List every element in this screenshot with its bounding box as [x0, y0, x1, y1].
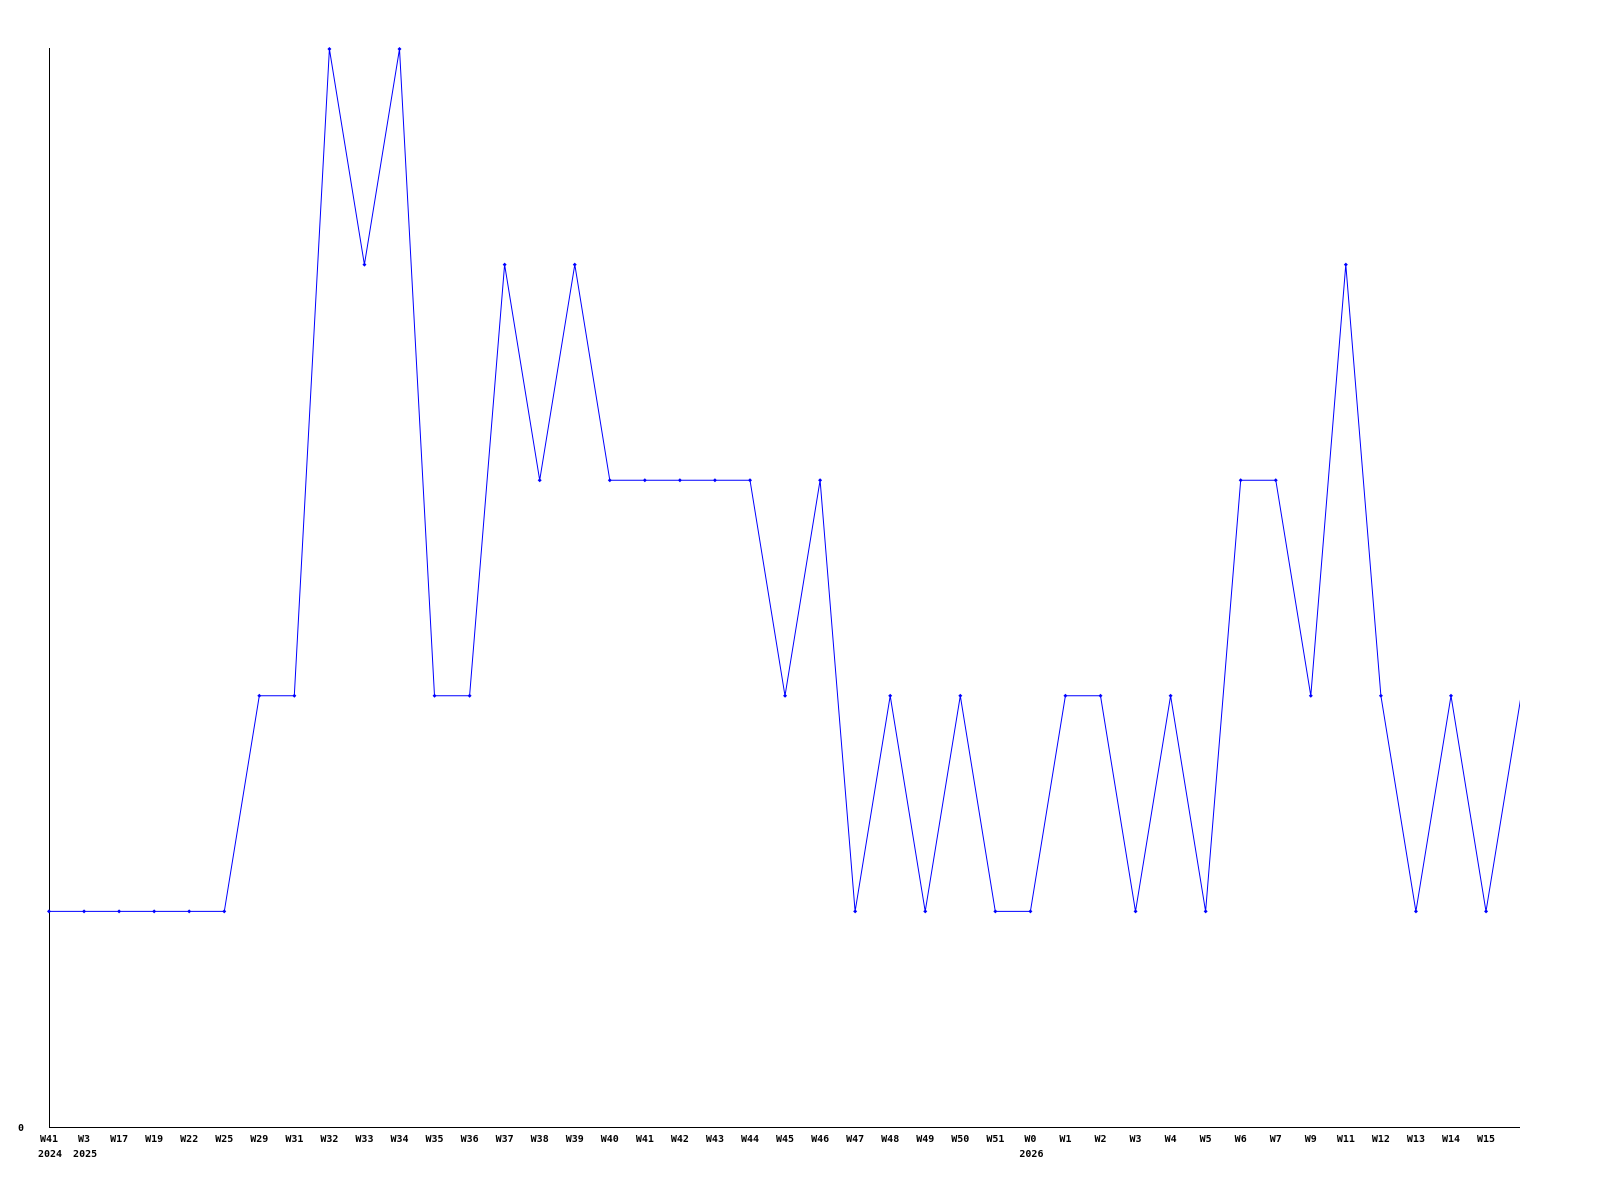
- x-tick-label: W11: [1337, 1134, 1355, 1145]
- data-point: [1203, 909, 1208, 914]
- x-tick-label: W3: [78, 1134, 90, 1145]
- data-point: [432, 693, 437, 698]
- data-point: [958, 693, 963, 698]
- data-point: [1133, 909, 1138, 914]
- data-point: [1413, 909, 1418, 914]
- x-tick-label: W47: [846, 1134, 864, 1145]
- x-year-label: 2024: [38, 1149, 62, 1160]
- data-point: [572, 262, 577, 267]
- data-point: [362, 262, 367, 267]
- data-point: [712, 478, 717, 483]
- data-point: [1098, 693, 1103, 698]
- x-tick-label: W45: [776, 1134, 794, 1145]
- data-point: [1378, 693, 1383, 698]
- x-tick-label: W43: [706, 1134, 724, 1145]
- data-point: [923, 909, 928, 914]
- x-tick-label: W13: [1407, 1134, 1425, 1145]
- data-point: [1273, 478, 1278, 483]
- x-tick-label: W7: [1270, 1134, 1282, 1145]
- data-point: [642, 478, 647, 483]
- data-point: [537, 478, 542, 483]
- data-point: [677, 478, 682, 483]
- x-tick-label: W48: [881, 1134, 899, 1145]
- x-tick-label: W35: [426, 1134, 444, 1145]
- x-tick-label: W32: [320, 1134, 338, 1145]
- data-point: [607, 478, 612, 483]
- x-tick-label: W50: [951, 1134, 969, 1145]
- data-point: [1484, 909, 1489, 914]
- x-tick-label: W49: [916, 1134, 934, 1145]
- x-year-label: 2026: [1019, 1149, 1043, 1160]
- data-point: [1449, 693, 1453, 698]
- data-point: [1238, 478, 1243, 483]
- data-point: [152, 909, 157, 914]
- x-tick-label: W37: [496, 1134, 514, 1145]
- x-tick-label: W40: [601, 1134, 619, 1145]
- data-point: [327, 47, 332, 51]
- data-point: [222, 909, 227, 914]
- data-point: [1343, 262, 1348, 267]
- x-tick-label: W41: [40, 1134, 58, 1145]
- x-tick-label: W5: [1200, 1134, 1212, 1145]
- data-point: [1028, 909, 1033, 914]
- data-point: [1168, 693, 1173, 698]
- data-point: [47, 909, 51, 914]
- x-year-label: 2025: [73, 1149, 97, 1160]
- data-point: [502, 262, 507, 267]
- x-tick-label: W25: [215, 1134, 233, 1145]
- x-tick-label: W14: [1442, 1134, 1460, 1145]
- x-tick-label: W1: [1059, 1134, 1071, 1145]
- x-tick-label: W4: [1165, 1134, 1177, 1145]
- x-tick-label: W34: [390, 1134, 408, 1145]
- x-tick-label: W46: [811, 1134, 829, 1145]
- x-tick-label: W3: [1130, 1134, 1142, 1145]
- data-point: [853, 909, 858, 914]
- x-tick-label: W38: [531, 1134, 549, 1145]
- x-tick-label: W12: [1372, 1134, 1390, 1145]
- data-point: [748, 478, 752, 483]
- data-point: [1308, 693, 1313, 698]
- x-tick-label: W51: [986, 1134, 1004, 1145]
- x-tick-label: W0: [1024, 1134, 1036, 1145]
- x-tick-label: W39: [566, 1134, 584, 1145]
- x-tick-label: W31: [285, 1134, 303, 1145]
- data-point: [397, 47, 402, 51]
- x-tick-label: W42: [671, 1134, 689, 1145]
- x-tick-label: W9: [1305, 1134, 1317, 1145]
- x-tick-label: W15: [1477, 1134, 1495, 1145]
- data-point: [257, 693, 262, 698]
- x-tick-label: W2: [1094, 1134, 1106, 1145]
- x-tick-label: W44: [741, 1134, 759, 1145]
- data-point: [467, 693, 472, 698]
- x-tick-label: W19: [145, 1134, 163, 1145]
- series-line: [49, 48, 1520, 912]
- x-tick-label: W6: [1235, 1134, 1247, 1145]
- x-tick-label: W41: [636, 1134, 654, 1145]
- data-point: [117, 909, 122, 914]
- x-tick-label: W33: [355, 1134, 373, 1145]
- data-point: [993, 909, 998, 914]
- data-point: [888, 693, 893, 698]
- x-tick-label: W17: [110, 1134, 128, 1145]
- y-tick-label-0: 0: [18, 1123, 24, 1134]
- data-point: [187, 909, 192, 914]
- data-point: [783, 693, 788, 698]
- x-tick-label: W22: [180, 1134, 198, 1145]
- data-point: [818, 478, 823, 483]
- data-point: [82, 909, 87, 914]
- x-tick-label: W29: [250, 1134, 268, 1145]
- data-point: [292, 693, 297, 698]
- x-tick-label: W36: [461, 1134, 479, 1145]
- data-point: [1063, 693, 1068, 698]
